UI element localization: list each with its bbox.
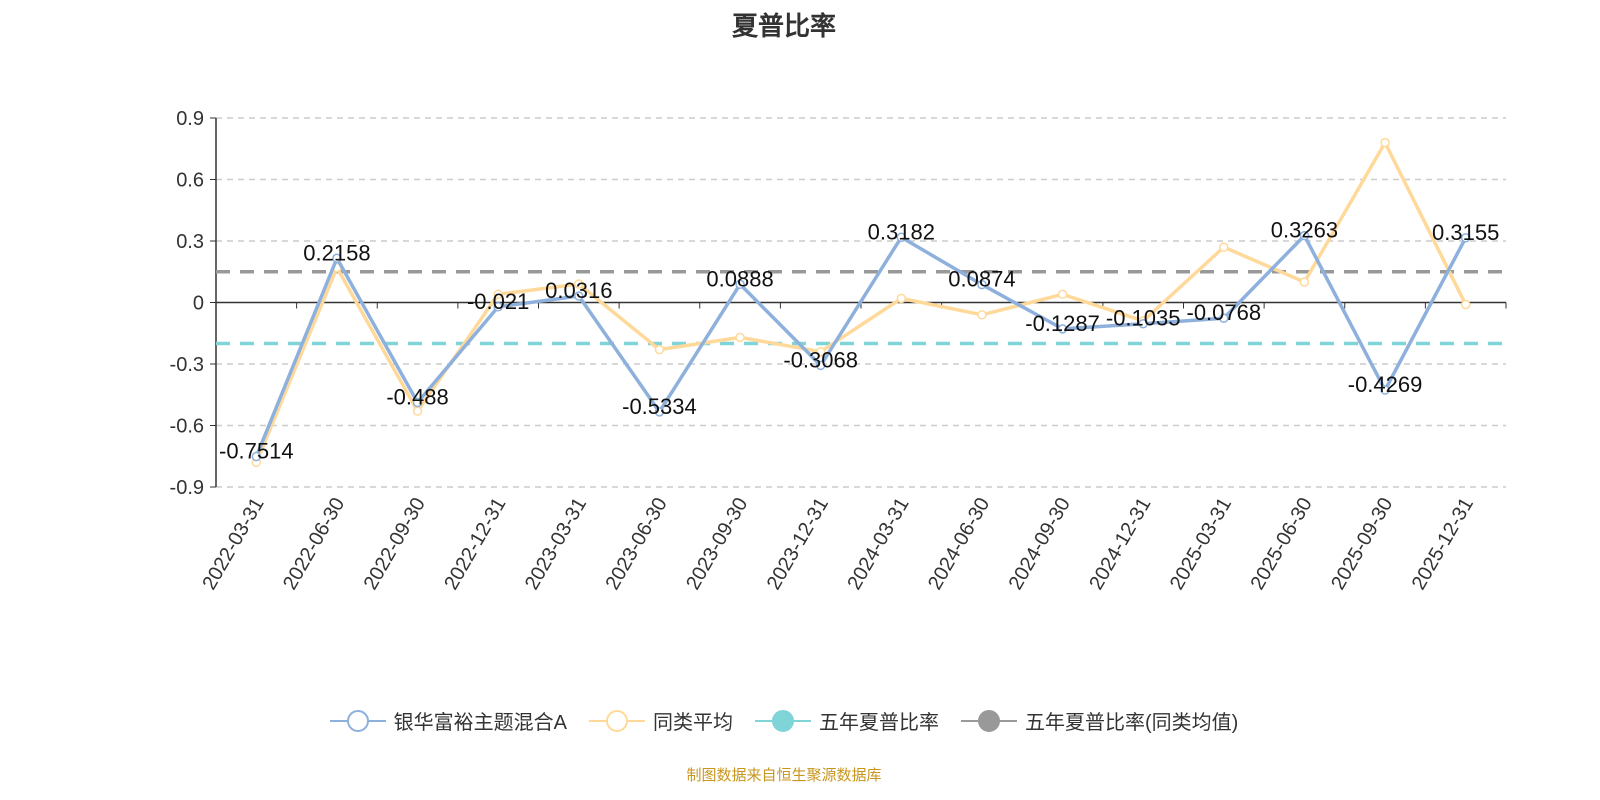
x-tick-label: 2025-03-31	[1166, 494, 1236, 594]
data-point	[654, 407, 665, 417]
legend-item[interactable]: 同类平均	[589, 706, 733, 735]
data-point	[332, 253, 342, 264]
x-tick-label: 2024-09-30	[1005, 494, 1075, 594]
y-tick-label: -0.6	[170, 416, 204, 438]
data-point	[1219, 242, 1229, 252]
data-label: 0.3263	[1271, 218, 1338, 243]
data-label: 0.0888	[706, 266, 773, 291]
data-label: -0.4269	[1348, 372, 1423, 397]
data-point	[654, 344, 665, 355]
legend-item[interactable]: 五年夏普比率(同类均值)	[961, 706, 1238, 735]
data-label: 0.3182	[868, 219, 935, 244]
data-point	[412, 397, 423, 408]
data-label: 0.0874	[948, 267, 1015, 292]
data-label: 0.2158	[303, 240, 370, 265]
legend-label: 五年夏普比率	[819, 712, 939, 734]
legend-label: 五年夏普比率(同类均值)	[1025, 712, 1239, 734]
data-point	[815, 346, 826, 357]
x-tick-label: 2022-09-30	[360, 494, 430, 594]
data-point	[1138, 318, 1148, 329]
x-tick-label: 2023-06-30	[602, 494, 672, 594]
x-tick-label: 2025-12-31	[1408, 494, 1478, 594]
data-point	[1460, 233, 1471, 243]
chart-title: 夏普比率	[731, 11, 836, 41]
data-point	[1299, 277, 1310, 287]
data-point	[574, 291, 584, 301]
y-tick-label: 0.9	[176, 108, 204, 130]
x-tick-label: 2023-12-31	[763, 494, 833, 594]
data-label: -0.3068	[783, 347, 858, 372]
data-label: -0.021	[467, 289, 529, 314]
legend-item[interactable]: 五年夏普比率	[755, 706, 939, 735]
x-tick-label: 2024-12-31	[1085, 494, 1155, 594]
data-label: -0.0768	[1187, 300, 1262, 325]
legend: 银华富裕主题混合A 同类平均 五年夏普比率 五年夏普比率(同类均值)	[0, 706, 1568, 735]
x-tick-label: 2024-06-30	[924, 494, 994, 594]
data-point	[1057, 324, 1068, 334]
data-point	[1219, 313, 1229, 323]
y-tick-label: -0.9	[170, 477, 204, 499]
series-line	[254, 233, 1468, 458]
data-label: -0.5334	[622, 394, 697, 419]
data-point	[1380, 385, 1390, 395]
legend-marker-icon	[589, 709, 645, 732]
y-tick-label: 0	[193, 293, 204, 315]
x-tick-label: 2025-09-30	[1327, 494, 1397, 594]
x-tick-label: 2025-06-30	[1247, 494, 1317, 594]
data-point	[1057, 289, 1068, 300]
data-label: -0.1287	[1025, 311, 1100, 336]
x-tick-label: 2023-03-31	[521, 494, 591, 594]
data-point	[1299, 230, 1310, 241]
legend-label: 银华富裕主题混合A	[393, 712, 567, 734]
y-tick-label: -0.3	[170, 354, 204, 376]
data-point	[735, 332, 745, 343]
data-point	[574, 279, 584, 289]
data-point	[977, 310, 987, 320]
legend-marker-icon	[961, 709, 1017, 732]
y-tick-label: 0.3	[176, 231, 204, 253]
data-point	[735, 279, 745, 290]
data-point	[896, 232, 907, 243]
legend-marker-icon	[755, 709, 811, 732]
data-point	[1380, 137, 1390, 148]
y-tick-label: 0.6	[176, 170, 204, 192]
x-tick-label: 2023-09-30	[682, 494, 752, 594]
data-point	[977, 279, 987, 290]
data-point	[493, 289, 503, 300]
source-footer: 制图数据来自恒生聚源数据库	[686, 767, 882, 784]
data-point	[1460, 299, 1471, 310]
data-point	[815, 360, 826, 371]
data-point	[493, 302, 503, 312]
legend-marker-icon	[329, 709, 386, 732]
data-label: 0.3155	[1432, 220, 1499, 245]
x-tick-label: 2022-06-30	[279, 494, 349, 594]
data-label: 0.0316	[545, 278, 612, 303]
x-tick-label: 2022-03-31	[198, 494, 268, 594]
legend-item[interactable]: 银华富裕主题混合A	[329, 706, 567, 735]
data-point	[251, 451, 262, 462]
legend-label: 同类平均	[653, 712, 733, 734]
data-label: -0.488	[386, 385, 448, 410]
data-label: -0.1035	[1106, 306, 1181, 331]
x-tick-label: 2024-03-31	[843, 494, 913, 594]
data-label: -0.7514	[219, 439, 294, 464]
x-tick-label: 2022-12-31	[440, 494, 510, 594]
data-point	[896, 293, 907, 304]
